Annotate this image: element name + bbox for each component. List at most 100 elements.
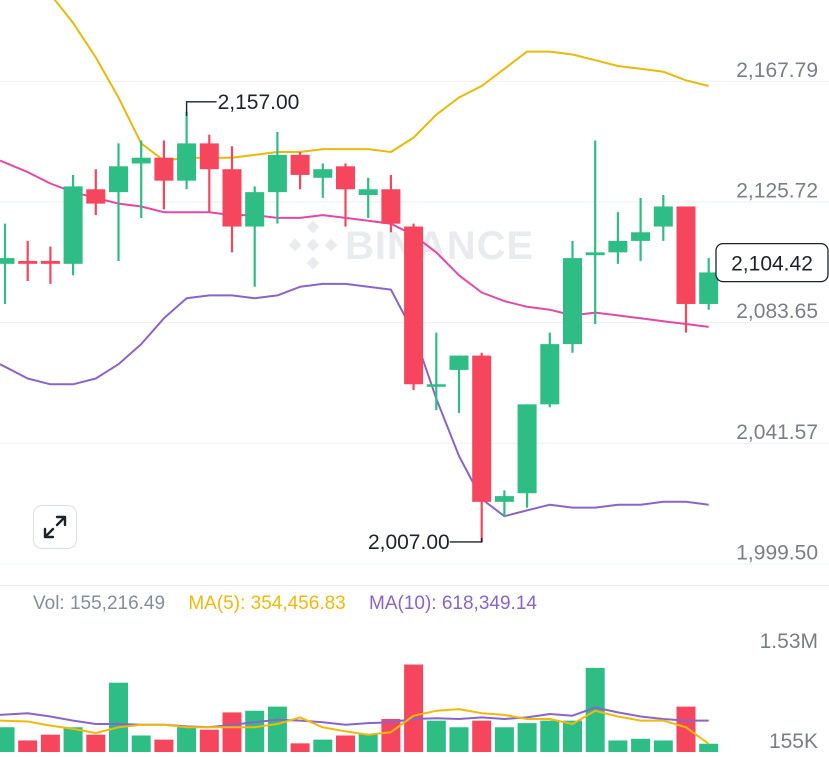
candle-body: [699, 272, 719, 304]
volume-ma5-line: [0, 708, 710, 745]
volume-bar: [358, 733, 378, 752]
candle-body: [472, 355, 492, 502]
volume-bar: [0, 727, 15, 752]
candle: [154, 140, 174, 210]
expand-arrows-icon: [43, 515, 67, 539]
price-tick-label: 2,083.65: [736, 300, 818, 323]
volume-bar: [608, 740, 628, 752]
volume-bar: [540, 720, 560, 752]
volume-bar: [63, 727, 83, 752]
low-marker-line: [449, 537, 483, 543]
volume-bars: [0, 664, 719, 752]
candle: [404, 223, 424, 390]
volume-value: Vol: 155,216.49: [33, 593, 165, 614]
candle-body: [404, 226, 424, 385]
candle-body: [199, 143, 219, 170]
candle-body: [267, 154, 287, 193]
volume-bar: [131, 735, 151, 752]
candle-body: [676, 206, 696, 304]
volume-bar: [449, 727, 469, 752]
candle-body: [585, 252, 605, 256]
volume-bar: [472, 720, 492, 752]
candle-body: [63, 186, 83, 264]
volume-bar: [290, 743, 310, 752]
volume-bar: [426, 720, 446, 752]
volume-bar: [676, 706, 696, 752]
candle: [563, 240, 582, 353]
candle: [494, 490, 514, 517]
volume-bar: [222, 712, 242, 752]
volume-bar: [494, 727, 514, 752]
candle-body: [222, 169, 242, 227]
candle: [517, 404, 537, 508]
high-marker-line: [185, 101, 217, 116]
high-low-markers: 2,157.00 2,007.00: [185, 91, 483, 554]
candle-body: [313, 169, 333, 178]
candle-body: [336, 166, 355, 190]
candle-body: [177, 143, 197, 181]
volume-bar: [381, 719, 401, 752]
candle: [63, 174, 83, 276]
volume-ma10-value: MA(10): 618,349.14: [369, 593, 537, 614]
candle-body: [540, 344, 560, 405]
candle-body: [0, 258, 15, 264]
binance-logo-icon: [288, 220, 338, 270]
price-tick-label: 2,167.79: [736, 59, 818, 82]
candle: [313, 163, 333, 198]
candle: [0, 223, 15, 304]
volume-bar: [267, 706, 287, 752]
candle: [86, 169, 106, 216]
volume-bar: [517, 723, 537, 752]
candle: [245, 186, 265, 287]
bollinger-bands: [0, 0, 709, 518]
volume-bar: [177, 727, 197, 752]
volume-bar: [336, 735, 355, 752]
high-marker-label: 2,157.00: [218, 91, 300, 114]
fullscreen-button[interactable]: [33, 505, 77, 549]
volume-bar: [18, 740, 38, 752]
volume-tick-label: 1.53M: [760, 630, 818, 653]
candle: [631, 197, 651, 261]
candle: [426, 332, 446, 411]
current-price-label: 2,104.42: [731, 253, 813, 276]
candle: [472, 352, 492, 542]
candle-body: [426, 384, 446, 387]
candle: [676, 206, 696, 333]
candle-body: [381, 189, 401, 224]
candle-body: [563, 258, 582, 345]
candle-body: [449, 355, 469, 370]
candle: [267, 131, 287, 224]
candle-body: [631, 232, 651, 241]
current-price-box: [715, 242, 829, 283]
volume-tick-label: 155K: [769, 730, 818, 753]
price-axis: 2,167.79 2,125.72 2,083.65 2,041.57 1,999.50: [736, 59, 818, 565]
volume-bar: [86, 734, 106, 752]
candle-body: [109, 166, 128, 193]
volume-bar: [199, 729, 219, 752]
candle: [336, 163, 355, 227]
candle-body: [494, 496, 514, 502]
candlesticks: [0, 111, 719, 542]
volume-ma5-value: MA(5): 354,456.83: [188, 593, 345, 614]
candle-body: [517, 404, 537, 494]
candle: [540, 332, 560, 408]
current-price-marker[interactable]: 2,104.42: [715, 242, 829, 283]
candle-body: [154, 157, 174, 181]
candle: [222, 146, 242, 253]
candle: [131, 140, 151, 218]
candle-body: [653, 206, 673, 227]
candle-body: [18, 260, 38, 264]
candle: [449, 355, 469, 413]
candle: [699, 258, 719, 310]
candle-body: [245, 192, 265, 227]
volume-bar: [313, 739, 333, 752]
candle-body: [358, 189, 378, 195]
volume-bar: [40, 734, 60, 752]
volume-bar: [699, 743, 719, 752]
low-marker-label: 2,007.00: [368, 531, 450, 554]
candle: [653, 195, 673, 241]
boll-mid-line: [0, 159, 709, 328]
candle-body: [40, 260, 60, 264]
candle: [18, 240, 38, 282]
candle: [608, 212, 628, 264]
